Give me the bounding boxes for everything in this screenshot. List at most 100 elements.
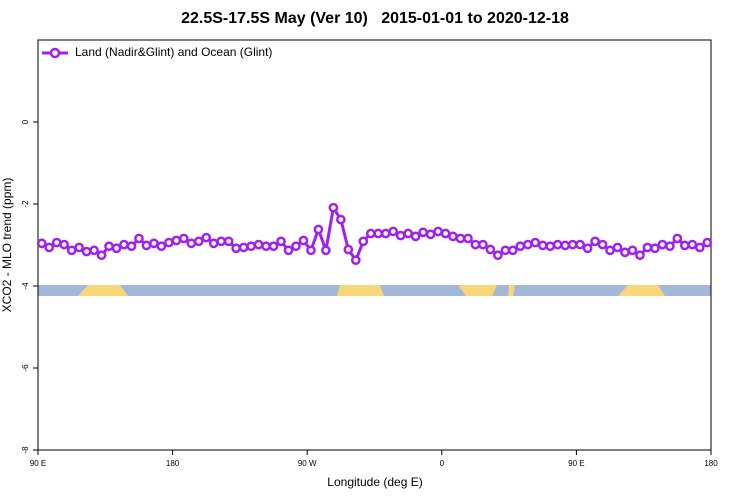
y-tick-label: -2 (21, 200, 30, 208)
y-tick-label: -4 (21, 282, 30, 290)
legend: Land (Nadir&Glint) and Ocean (Glint) (42, 45, 272, 59)
data-point (238, 242, 249, 253)
land-patch (337, 285, 384, 296)
data-point (358, 236, 369, 247)
data-point (515, 241, 526, 252)
x-tick-label: 0 (440, 459, 445, 468)
data-point (485, 244, 496, 255)
x-tick-label: 180 (704, 459, 718, 468)
data-point (134, 233, 144, 244)
data-point (657, 239, 668, 250)
data-point (336, 214, 346, 225)
data-point (702, 237, 713, 248)
data-point (193, 236, 204, 247)
data-point (365, 228, 376, 239)
data-point (575, 239, 585, 250)
data-point (276, 236, 286, 247)
data-point (343, 244, 354, 255)
data-point (679, 240, 690, 251)
data-point (440, 228, 451, 239)
data-point (253, 239, 264, 250)
data-point (164, 237, 174, 248)
data-point (216, 236, 227, 247)
legend-marker (49, 47, 61, 59)
data-point (590, 236, 600, 247)
data-point (186, 238, 197, 249)
data-point (395, 230, 406, 241)
plot-frame (37, 39, 712, 451)
data-point (507, 245, 518, 256)
data-point (119, 239, 129, 250)
y-tick-label: -8 (21, 446, 30, 454)
data-point (313, 224, 324, 235)
data-point (208, 238, 219, 249)
data-point (433, 226, 443, 237)
x-tick-label: 90 E (30, 459, 46, 468)
data-point (478, 239, 488, 250)
legend-label: Land (Nadir&Glint) and Ocean (Glint) (75, 45, 272, 59)
data-point (306, 245, 316, 256)
x-axis-label: Longitude (deg E) (327, 475, 422, 489)
data-point (283, 245, 294, 256)
data-point (455, 233, 466, 244)
data-point (141, 240, 152, 251)
x-tick-label: 90 W (298, 459, 317, 468)
data-point (178, 233, 189, 244)
data-point (126, 241, 137, 252)
data-point (537, 240, 548, 251)
data-point (149, 238, 159, 249)
data-point (44, 242, 55, 253)
data-point (328, 202, 339, 213)
data-point (201, 232, 212, 243)
y-tick-label: -6 (21, 364, 30, 372)
data-point (635, 250, 645, 261)
data-point (291, 241, 301, 252)
data-point (672, 233, 683, 244)
data-point (418, 227, 428, 238)
data-point (582, 243, 593, 254)
data-point (111, 243, 122, 254)
data-point (560, 240, 571, 251)
land-patch (458, 285, 497, 296)
data-point (350, 255, 361, 266)
data-point (74, 242, 84, 253)
land-patch (618, 285, 665, 296)
data-point (231, 243, 242, 254)
data-point (530, 237, 541, 248)
data-point (597, 239, 608, 250)
data-point (620, 247, 630, 258)
data-point (650, 243, 660, 254)
data-point (261, 241, 271, 252)
y-tick-label: 0 (21, 119, 30, 124)
land-ocean-strip (38, 285, 711, 296)
data-point (388, 226, 399, 237)
data-point (605, 245, 615, 256)
data-point (567, 239, 578, 250)
data-point (380, 228, 391, 239)
y-axis-label: XCO2 - MLO trend (ppm) (0, 178, 14, 313)
data-point (522, 239, 533, 250)
data-point (373, 228, 384, 239)
data-point (627, 245, 638, 256)
data-point (448, 231, 458, 242)
data-point (687, 239, 698, 250)
data-point (223, 236, 234, 247)
data-point (642, 242, 653, 253)
chart-title: 22.5S-17.5S May (Ver 10) 2015-01-01 to 2… (181, 10, 569, 27)
data-point (545, 241, 556, 252)
x-tick-label: 90 E (568, 459, 584, 468)
data-point (268, 241, 279, 252)
data-point (81, 246, 92, 257)
data-point (665, 241, 675, 252)
data-point (694, 242, 705, 253)
data-point (552, 239, 563, 250)
data-point (425, 229, 436, 240)
data-point (410, 231, 421, 242)
data-point (96, 250, 107, 261)
data-point (298, 235, 309, 246)
land-patch (78, 285, 128, 296)
data-point (500, 245, 511, 256)
data-point (612, 242, 623, 253)
